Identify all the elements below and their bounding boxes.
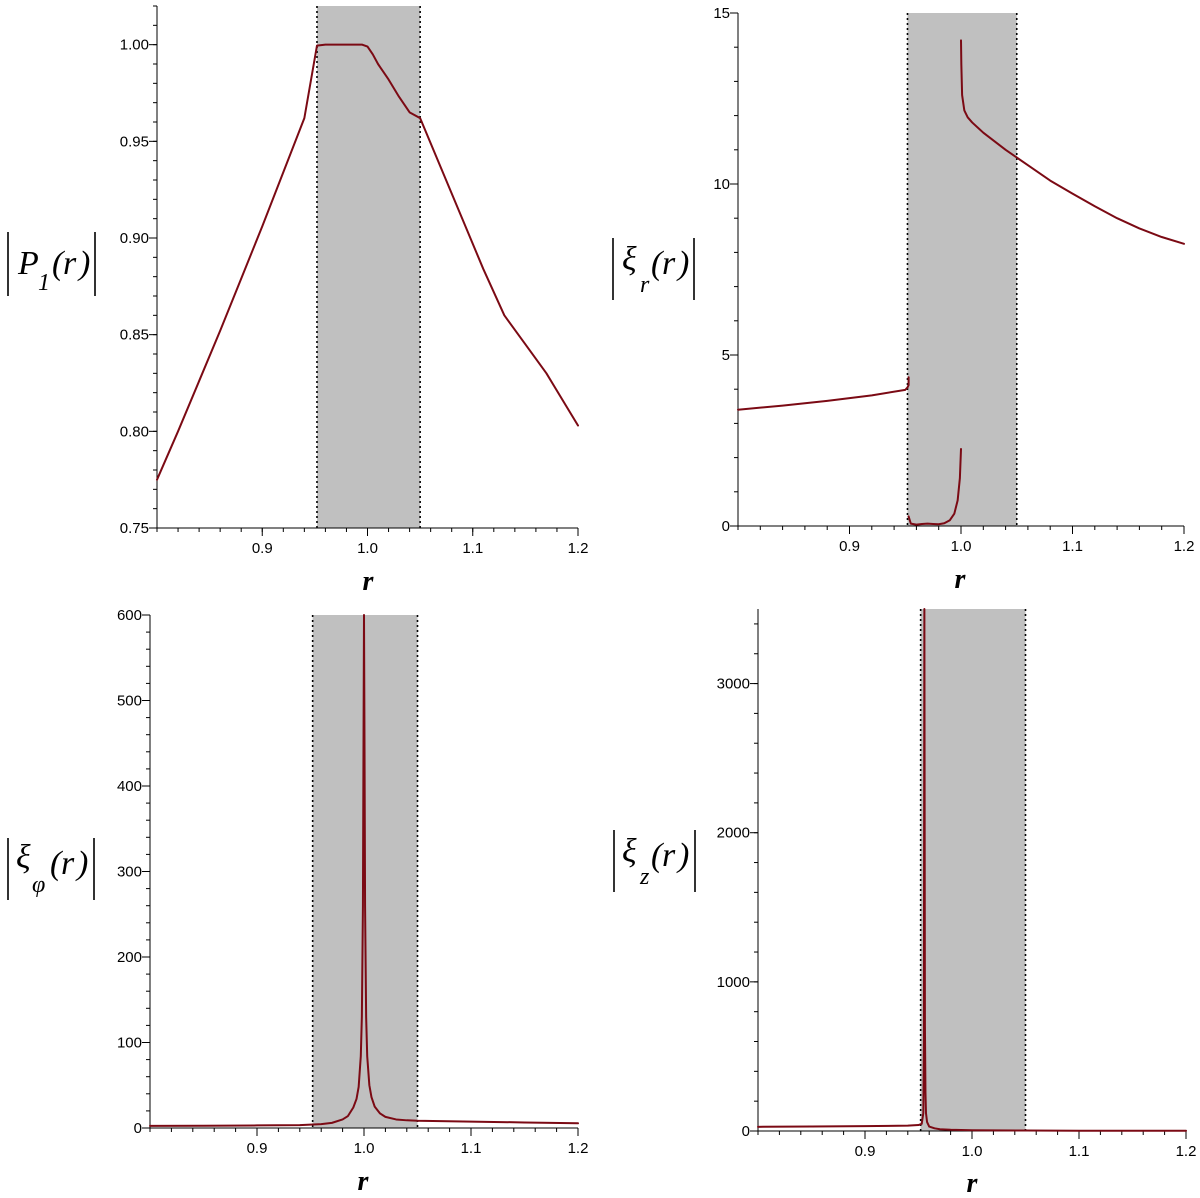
x-tick-label: 1.0 — [357, 540, 378, 557]
x-tick-label: 1.1 — [461, 1140, 482, 1157]
y-tick-label: 0.85 — [120, 327, 149, 344]
x-tick-label: 1.2 — [1176, 1143, 1197, 1160]
shaded-region — [316, 6, 421, 528]
y-tick-label: 0.90 — [120, 230, 149, 247]
y-tick-label: 15 — [713, 5, 730, 22]
series-line — [960, 39, 1185, 245]
y-axis-label-open-paren: ( — [651, 837, 665, 874]
x-axis-label: r — [363, 566, 375, 597]
y-axis-label: ξ r ( r ) — [612, 238, 695, 300]
x-axis-label: r — [955, 564, 967, 595]
panel-xi-phi: ξ φ ( r ) r 0.9 1.0 1.1 1.2 0 100 200 300 400 500… — [7, 607, 589, 1197]
panel-xi-r: ξ r ( r ) r 0.9 1.0 1.1 1.2 0 5 10 15 — [612, 5, 1195, 595]
y-tick-label: 2000 — [717, 825, 750, 842]
y-axis-label: P 1 ( r ) — [7, 232, 96, 296]
y-tick-label: 5 — [722, 347, 730, 364]
y-axis-label-symbol: ξ — [622, 833, 637, 870]
y-axis-label-close-paren: ) — [75, 845, 88, 882]
y-axis-label-open-paren: ( — [50, 845, 64, 882]
y-tick-label: 0.95 — [120, 133, 149, 150]
x-tick-label: 1.1 — [1069, 1143, 1090, 1160]
y-tick-label: 100 — [117, 1035, 142, 1052]
series-line — [907, 448, 962, 526]
series-line — [757, 608, 1187, 1132]
shaded-region — [920, 609, 1026, 1131]
series-line — [737, 376, 910, 411]
x-tick-label: 1.2 — [568, 540, 589, 557]
y-axis-label-close-paren: ) — [77, 245, 90, 282]
y-tick-label: 1.00 — [120, 37, 149, 54]
y-tick-label: 600 — [117, 607, 142, 624]
panel-p1: P 1 ( r ) r 0.9 1.0 1.1 1.2 0.75 0.80 0.85 0.90… — [7, 5, 589, 597]
y-tick-label: 0.80 — [120, 423, 149, 440]
series-line — [149, 614, 579, 1127]
y-axis-label-symbol: ξ — [622, 241, 637, 278]
x-tick-label: 0.9 — [855, 1143, 876, 1160]
y-tick-label: 200 — [117, 949, 142, 966]
y-axis-label: ξ φ ( r ) — [7, 838, 95, 900]
y-axis-label-argument: r — [61, 845, 75, 882]
y-axis-label-subscript: 1 — [38, 270, 50, 296]
y-tick-label: 300 — [117, 864, 142, 881]
x-tick-label: 0.9 — [839, 538, 860, 555]
y-axis-label-symbol: P — [17, 245, 39, 282]
y-axis-label-symbol: ξ — [16, 839, 31, 876]
x-tick-label: 0.9 — [247, 1140, 268, 1157]
y-axis-label-open-paren: ( — [52, 245, 66, 282]
y-tick-label: 0 — [722, 518, 730, 535]
y-axis-label-subscript: z — [639, 864, 650, 890]
panel-xi-z: ξ z ( r ) r 0.9 1.0 1.1 1.2 0 1000 2000 3000 — [613, 608, 1197, 1198]
y-axis-label-argument: r — [63, 245, 77, 282]
y-tick-label: 0.75 — [120, 520, 149, 537]
y-axis-label: ξ z ( r ) — [613, 830, 696, 892]
y-axis-label-subscript: r — [640, 272, 650, 298]
y-tick-label: 400 — [117, 778, 142, 795]
x-tick-label: 0.9 — [252, 540, 273, 557]
y-tick-label: 0 — [134, 1120, 142, 1137]
series-line — [156, 43, 579, 481]
x-tick-label: 1.2 — [1174, 538, 1195, 555]
y-axis-label-subscript: φ — [32, 872, 45, 898]
x-axis-label: r — [358, 1166, 370, 1197]
x-tick-label: 1.0 — [354, 1140, 375, 1157]
y-tick-label: 3000 — [717, 676, 750, 693]
x-tick-label: 1.0 — [951, 538, 972, 555]
y-axis-label-argument: r — [662, 837, 676, 874]
y-tick-label: 500 — [117, 693, 142, 710]
x-tick-label: 1.1 — [462, 540, 483, 557]
y-tick-label: 0 — [742, 1123, 750, 1140]
y-axis-label-close-paren: ) — [676, 837, 689, 874]
x-tick-label: 1.0 — [962, 1143, 983, 1160]
x-tick-label: 1.2 — [568, 1140, 589, 1157]
x-tick-label: 1.1 — [1062, 538, 1083, 555]
y-tick-label: 1000 — [717, 974, 750, 991]
y-axis-label-open-paren: ( — [651, 245, 665, 282]
x-axis-label: r — [967, 1168, 979, 1198]
y-axis-label-argument: r — [662, 245, 676, 282]
y-tick-label: 10 — [713, 176, 730, 193]
y-axis-label-close-paren: ) — [676, 245, 689, 282]
